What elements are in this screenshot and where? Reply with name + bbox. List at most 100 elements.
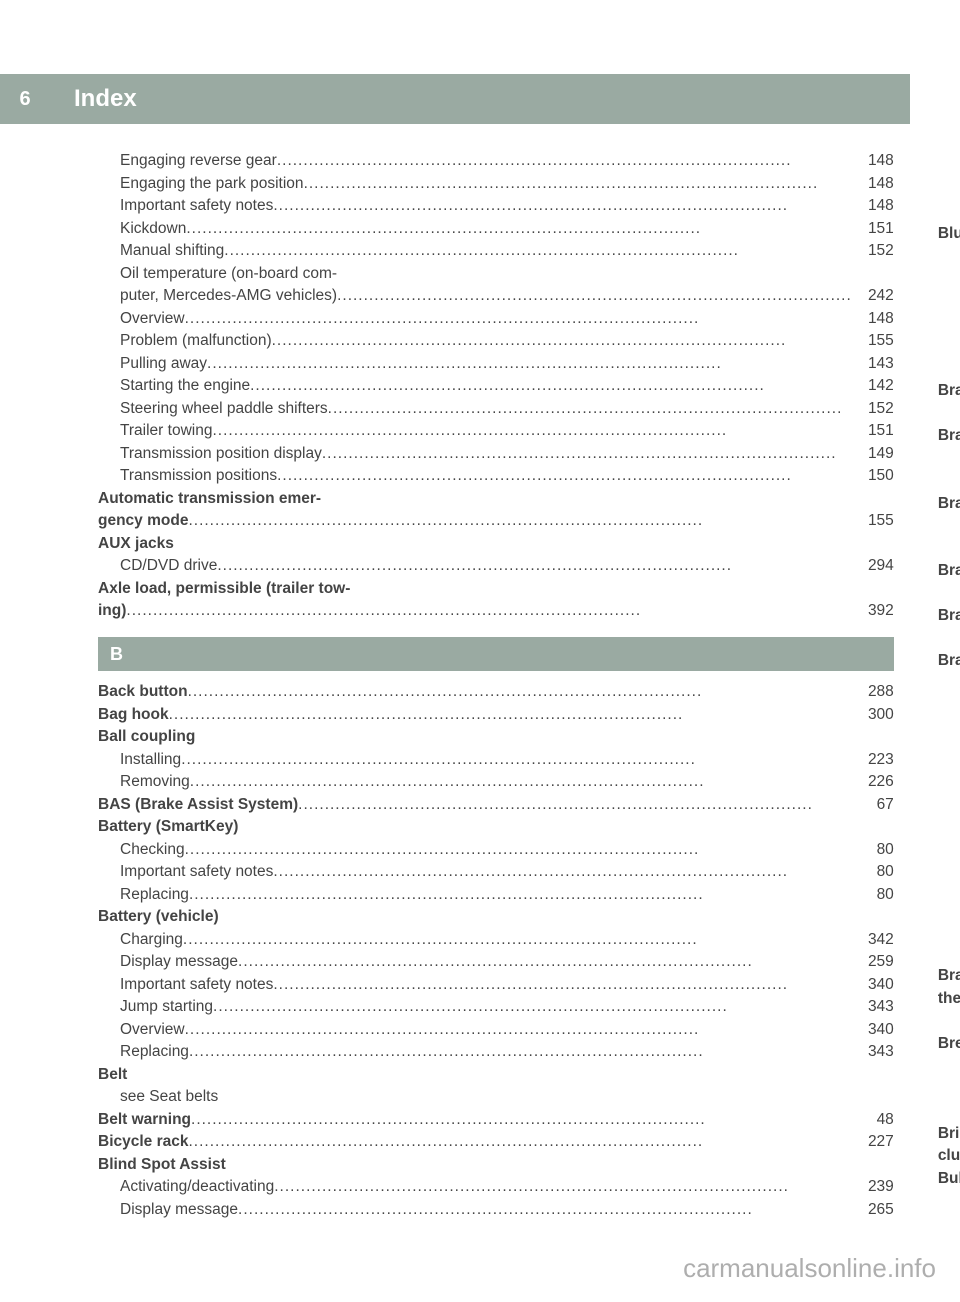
entry-label: Braking assistance appropriate to — [938, 965, 960, 988]
page-ref: 288 — [852, 681, 894, 704]
index-entry: Kickdown151 — [98, 218, 894, 241]
index-entry: CD/DVD drive294 — [98, 555, 894, 578]
leader-dots — [277, 465, 852, 488]
index-entry: Removing226 — [98, 771, 894, 794]
index-entry: Brightness control (instrument — [938, 1123, 960, 1146]
entry-label: Axle load, permissible (trailer tow- — [98, 578, 350, 601]
entry-label: Belt warning — [98, 1109, 191, 1132]
index-entry: Automatic transmission emer- — [98, 488, 894, 511]
index-entry: Warning lamp276 — [938, 943, 960, 966]
index-entry: ABS66 — [938, 673, 960, 696]
page-ref: 148 — [852, 173, 894, 196]
entry-label: Battery (vehicle) — [98, 906, 219, 929]
index-entry: Replacing343 — [98, 1041, 894, 1064]
index-entry: Transmission positions 150 — [98, 465, 894, 488]
page-ref: 155 — [852, 510, 894, 533]
index-entry: Display message251 — [938, 628, 960, 651]
index-entry: Brake Assist System — [938, 380, 960, 403]
page-ref: 151 — [852, 420, 894, 443]
index-entry: Oil temperature (on-board com- — [98, 263, 894, 286]
index-content: Engaging reverse gear148Engaging the par… — [98, 150, 862, 1202]
index-entry: Notes387 — [938, 470, 960, 493]
leader-dots — [185, 1019, 852, 1042]
index-entry: Important safety notes340 — [98, 974, 894, 997]
index-entry: Battery (SmartKey) — [98, 816, 894, 839]
entry-label: Blind Spot Assist — [98, 1154, 226, 1177]
entry-label: Steering wheel paddle shifters — [120, 398, 328, 421]
entry-label: Automatic transmission emer- — [98, 488, 321, 511]
index-entry: Charging 342 — [98, 929, 894, 952]
index-entry: see Flat tire — [938, 1078, 960, 1101]
leader-dots — [191, 1109, 852, 1132]
entry-label: Charging — [120, 929, 183, 952]
entry-label: Problem (malfunction) — [120, 330, 272, 353]
leader-dots — [183, 929, 852, 952]
index-entry: see Replacing bulbs — [938, 1190, 960, 1213]
leader-dots — [298, 794, 852, 817]
entry-label: Display message — [120, 951, 238, 974]
index-entry: cluster lighting)37 — [938, 1145, 960, 1168]
index-entry: see EBD (electronic brake force — [938, 515, 960, 538]
entry-label: puter, Mercedes-AMG vehicles) — [120, 285, 337, 308]
entry-label: Manual shifting — [120, 240, 224, 263]
leader-dots — [188, 510, 851, 533]
index-entry: Battery (vehicle) — [98, 906, 894, 929]
index-entry: Brake force distribution — [938, 493, 960, 516]
index-entry: see Towing away — [938, 1100, 960, 1123]
index-entry: the situation69 — [938, 763, 960, 786]
leader-dots — [189, 884, 852, 907]
page-ref: 343 — [852, 996, 894, 1019]
index-entry: Engaging reverse gear148 — [98, 150, 894, 173]
page-ref: 149 — [852, 443, 894, 466]
entry-label: Activating/deactivating — [120, 1176, 274, 1199]
entry-label: Bluetooth® — [938, 218, 960, 246]
leader-dots — [224, 240, 852, 263]
index-entry: BAS67 — [938, 695, 960, 718]
entry-label: Brake lamps — [938, 560, 960, 583]
index-entry: gency mode 155 — [98, 510, 894, 533]
index-entry: Checking 80 — [98, 839, 894, 862]
index-entry: distribution) — [938, 538, 960, 561]
page-ref: 265 — [852, 1199, 894, 1222]
leader-dots — [181, 749, 852, 772]
right-column: Notes/function207Trailer towing208see Ac… — [938, 150, 960, 1202]
leader-dots — [212, 420, 851, 443]
leader-dots — [190, 771, 852, 794]
entry-label: gency mode — [98, 510, 188, 533]
leader-dots — [273, 195, 851, 218]
index-entry: Maintenance164 — [938, 875, 960, 898]
index-entry: Overview148 — [98, 308, 894, 331]
page-ref: 80 — [852, 839, 894, 862]
index-entry: Display message259 — [98, 951, 894, 974]
entry-label: Back button — [98, 681, 188, 704]
page-ref: 227 — [852, 1131, 894, 1154]
page-ref: 300 — [852, 704, 894, 727]
index-entry: Where will I find...?334 — [938, 1055, 960, 1078]
entry-label: Checking — [120, 839, 185, 862]
entry-label: Important safety notes — [120, 861, 273, 884]
leader-dots — [328, 398, 852, 421]
entry-label: Belt — [98, 1064, 127, 1087]
page-ref: 294 — [852, 555, 894, 578]
index-entry: the situation — [938, 988, 960, 1011]
entry-label: Bulbs — [938, 1168, 960, 1191]
index-entry: Display message251 — [938, 448, 960, 471]
entry-label: Transmission positions — [120, 465, 277, 488]
page-ref: 223 — [852, 749, 894, 772]
entry-label: Installing — [120, 749, 181, 772]
leader-dots — [185, 308, 852, 331]
page-ref: 342 — [852, 929, 894, 952]
leader-dots — [207, 353, 852, 376]
index-entry: Trailer towing151 — [98, 420, 894, 443]
leader-dots — [277, 150, 852, 173]
page-ref: 67 — [852, 794, 894, 817]
index-entry: Belt — [98, 1064, 894, 1087]
index-entry: Searching for a mobile phone — [938, 268, 960, 291]
page-ref: 152 — [852, 240, 894, 263]
index-entry: High-performance brake system164 — [938, 808, 960, 831]
index-entry: Braking assistance appropriate to — [938, 965, 960, 988]
leader-dots — [189, 1131, 852, 1154]
page-ref: 150 — [852, 465, 894, 488]
entry-label: Breakdown assistance — [938, 1033, 960, 1056]
entry-label: Starting the engine — [120, 375, 250, 398]
